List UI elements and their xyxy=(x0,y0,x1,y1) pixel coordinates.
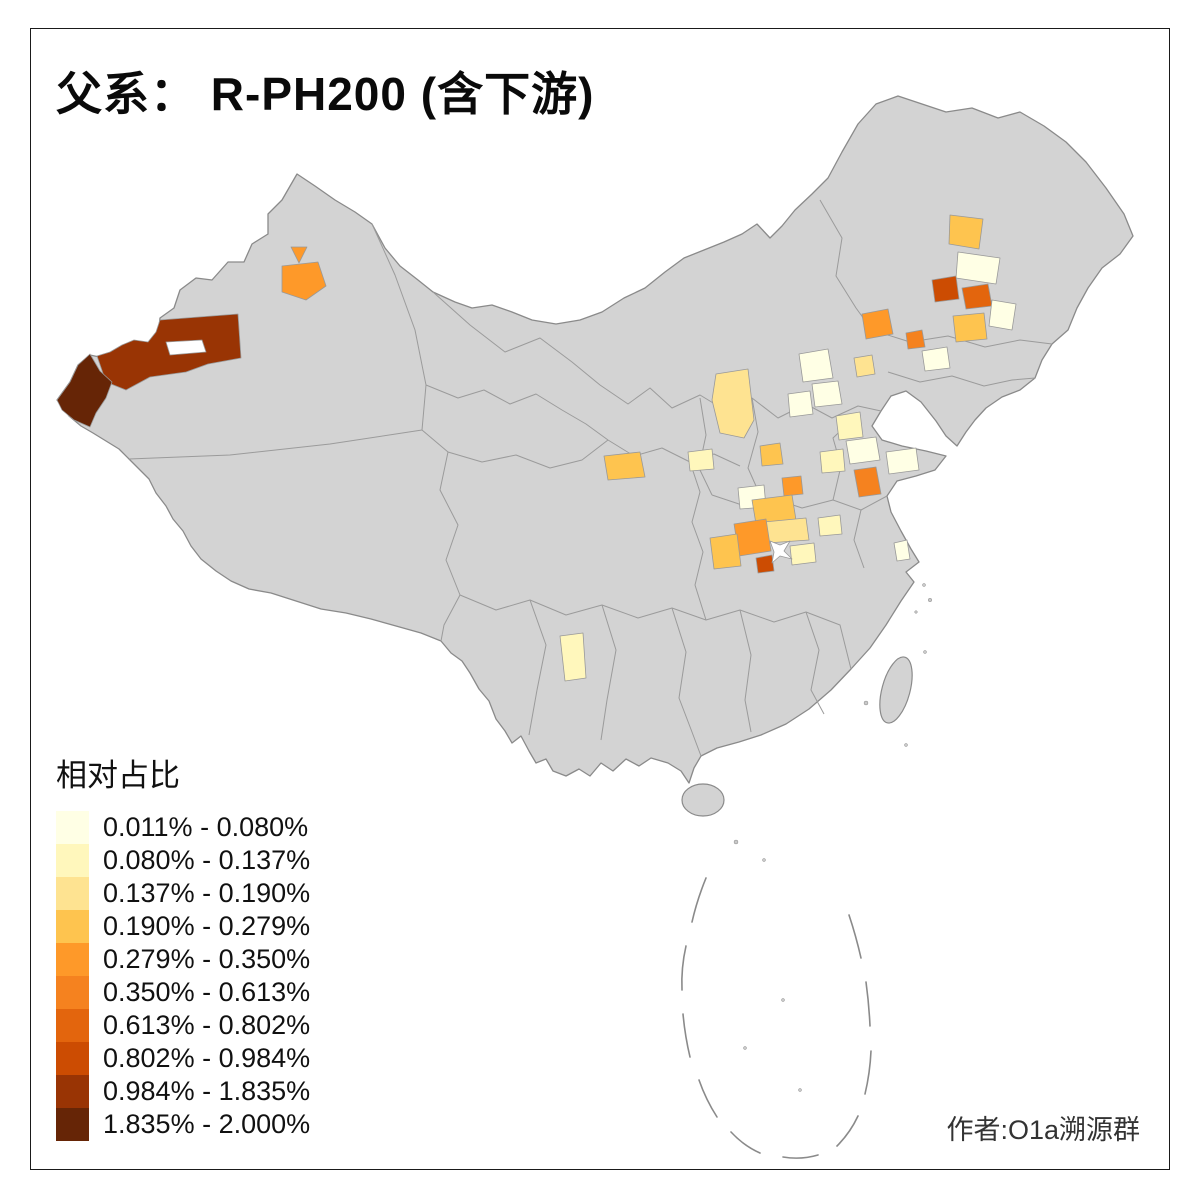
map-title: 父系： R-PH200 (含下游) xyxy=(56,68,595,120)
legend-label: 0.613% - 0.802% xyxy=(103,1010,311,1040)
map-region xyxy=(687,448,715,472)
mainland-shape xyxy=(56,95,1134,784)
colored-regions xyxy=(56,214,1017,682)
author-credit: 作者:O1a溯源群 xyxy=(946,1115,1140,1145)
map-region xyxy=(789,542,817,566)
legend-swatch xyxy=(56,844,89,877)
map-region xyxy=(861,308,894,340)
map-region xyxy=(603,451,646,481)
legend-row: 0.802% - 0.984% xyxy=(56,1042,310,1075)
legend: 相对占比 0.011% - 0.080% 0.080% - 0.137% 0.137… xyxy=(56,750,310,1141)
map-region xyxy=(931,275,960,303)
legend-row: 0.190% - 0.279% xyxy=(56,910,310,943)
legend-swatch xyxy=(56,976,89,1009)
map-region xyxy=(885,447,920,475)
map-region xyxy=(763,517,810,544)
nine-dash-line xyxy=(681,877,872,1159)
map-region xyxy=(709,533,742,570)
legend-row: 0.279% - 0.350% xyxy=(56,943,310,976)
province-boundaries xyxy=(128,199,1053,757)
legend-swatch xyxy=(56,877,89,910)
legend-label: 0.279% - 0.350% xyxy=(103,944,311,974)
legend-label: 0.350% - 0.613% xyxy=(103,977,311,1007)
legend-items: 0.011% - 0.080% 0.080% - 0.137% 0.137% - 0… xyxy=(56,811,310,1141)
coastal-islands xyxy=(733,583,933,1092)
legend-label: 1.835% - 2.000% xyxy=(103,1109,311,1139)
legend-label: 0.137% - 0.190% xyxy=(103,878,311,908)
map-region xyxy=(281,261,327,301)
legend-label: 0.080% - 0.137% xyxy=(103,845,311,875)
legend-row: 0.984% - 1.835% xyxy=(56,1075,310,1108)
legend-title: 相对占比 xyxy=(56,758,180,793)
map-region xyxy=(755,554,775,574)
map-region xyxy=(811,380,843,408)
legend-row: 0.080% - 0.137% xyxy=(56,844,310,877)
map-region xyxy=(759,442,784,467)
legend-swatch xyxy=(56,811,89,844)
hainan-island xyxy=(681,783,725,817)
map-region xyxy=(835,411,864,441)
map-region xyxy=(559,632,587,682)
map-region xyxy=(921,346,951,372)
map-region xyxy=(819,448,846,474)
legend-row: 1.835% - 2.000% xyxy=(56,1108,310,1141)
map-region xyxy=(853,466,882,498)
legend-swatch xyxy=(56,1075,89,1108)
legend-row: 0.613% - 0.802% xyxy=(56,1009,310,1042)
legend-label: 0.011% - 0.080% xyxy=(103,812,309,842)
legend-swatch xyxy=(56,910,89,943)
legend-swatch xyxy=(56,1009,89,1042)
legend-label: 0.190% - 0.279% xyxy=(103,911,311,941)
legend-label: 0.802% - 0.984% xyxy=(103,1043,311,1073)
legend-row: 0.137% - 0.190% xyxy=(56,877,310,910)
map-region xyxy=(787,390,814,418)
legend-swatch xyxy=(56,943,89,976)
map-region xyxy=(781,475,804,497)
map-region xyxy=(961,283,993,310)
map-region xyxy=(290,246,308,264)
map-region xyxy=(988,299,1017,331)
legend-label: 0.984% - 1.835% xyxy=(103,1076,311,1106)
map-region xyxy=(853,354,876,378)
no-data-enclave xyxy=(769,540,793,564)
taiwan-island xyxy=(879,656,913,724)
legend-swatch xyxy=(56,1108,89,1141)
map-region xyxy=(56,353,113,428)
map-region xyxy=(948,214,984,250)
map-region xyxy=(733,518,772,557)
legend-swatch xyxy=(56,1042,89,1075)
map-region xyxy=(952,312,988,343)
map-region xyxy=(955,251,1001,285)
no-data-enclave xyxy=(165,339,207,356)
map-region xyxy=(798,348,834,383)
map-region xyxy=(905,329,926,350)
map-region xyxy=(711,368,755,439)
legend-row: 0.011% - 0.080% xyxy=(56,811,310,844)
legend-row: 0.350% - 0.613% xyxy=(56,976,310,1009)
map-region xyxy=(817,514,843,537)
map-region xyxy=(845,436,881,465)
map-region xyxy=(893,539,911,562)
